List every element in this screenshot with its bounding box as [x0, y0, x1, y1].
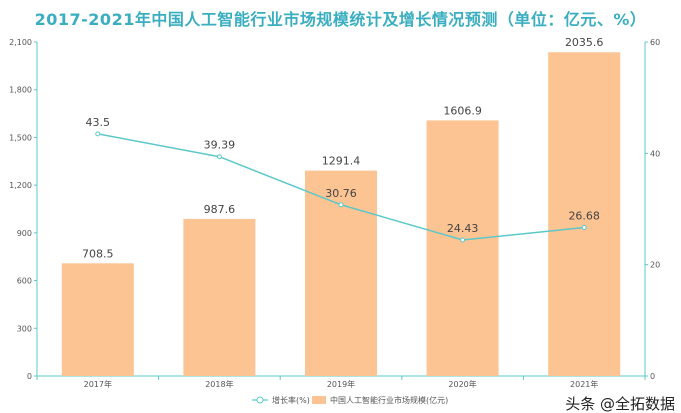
- right-tick-label: 0: [650, 372, 655, 381]
- bar-data-label: 708.5: [82, 247, 114, 260]
- left-tick-label: 300: [17, 324, 32, 333]
- bar-data-label: 1606.9: [443, 104, 482, 117]
- x-tick-label: 2017年: [84, 379, 112, 389]
- right-tick-label: 40: [650, 149, 660, 158]
- right-tick-label: 20: [650, 261, 660, 270]
- bar: [61, 263, 134, 376]
- left-tick-label: 1,200: [9, 181, 32, 190]
- left-tick-label: 2,100: [9, 38, 32, 47]
- bar-data-label: 1291.4: [322, 155, 361, 168]
- legend-bar-icon: [312, 396, 326, 404]
- left-tick-label: 600: [17, 277, 32, 286]
- bar: [548, 52, 621, 376]
- legend-line-marker-icon: [256, 396, 264, 404]
- bar: [426, 120, 499, 376]
- bar-data-label: 2035.6: [565, 36, 604, 49]
- legend-bar-label: 中国人工智能行业市场规模(亿元): [330, 395, 448, 405]
- bar: [305, 170, 377, 376]
- left-tick-label: 1,800: [9, 86, 32, 95]
- line-point: [216, 154, 222, 160]
- credit-text: 头条 @全拓数据: [565, 395, 675, 413]
- x-tick-label: 2018年: [205, 379, 233, 389]
- line-point: [581, 224, 587, 230]
- line-point: [338, 202, 344, 208]
- bar-data-label: 987.6: [204, 203, 236, 216]
- line-data-label: 30.76: [325, 187, 357, 200]
- x-tick-label: 2021年: [570, 379, 598, 389]
- bar: [183, 218, 256, 376]
- line-data-label: 39.39: [204, 139, 236, 152]
- line-data-label: 24.43: [447, 222, 479, 235]
- left-tick-label: 0: [27, 372, 32, 381]
- chart-title: 2017-2021年中国人工智能行业市场规模统计及增长情况预测（单位：亿元、%）: [34, 10, 647, 29]
- x-tick-label: 2020年: [448, 379, 476, 389]
- right-tick-label: 60: [650, 38, 660, 47]
- legend-line-label: 增长率(%): [272, 395, 310, 405]
- line-data-label: 43.5: [86, 116, 111, 129]
- left-tick-label: 900: [17, 229, 32, 238]
- line-data-label: 26.68: [568, 209, 600, 222]
- line-point: [460, 237, 466, 243]
- line-point: [95, 131, 101, 137]
- left-tick-label: 1,500: [9, 133, 32, 142]
- x-tick-label: 2019年: [327, 379, 355, 389]
